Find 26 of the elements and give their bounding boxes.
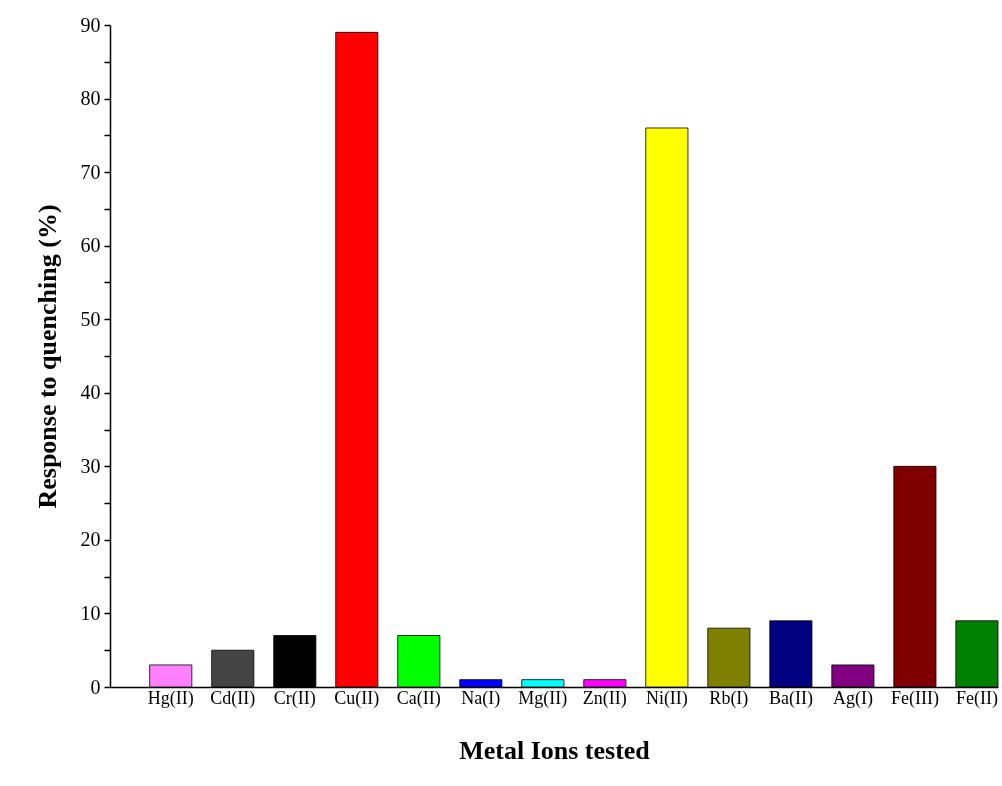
y-tick-label: 40 <box>80 381 101 404</box>
x-axis-title: Metal Ions tested <box>459 735 651 765</box>
x-tick-label: Fe(III) <box>890 687 939 709</box>
x-tick-label: Ba(II) <box>768 687 813 709</box>
x-tick-label: Cr(II) <box>273 687 316 709</box>
y-tick-label: 70 <box>80 160 101 183</box>
y-tick-label: 80 <box>80 87 101 110</box>
y-tick-label: 10 <box>80 601 101 624</box>
x-tick-label: Na(I) <box>461 687 501 709</box>
x-tick-label: Mg(II) <box>518 687 568 709</box>
x-tick-label: Cd(II) <box>210 687 256 709</box>
x-tick-label: Rb(I) <box>709 687 749 709</box>
x-tick-label: Cu(II) <box>334 687 380 709</box>
y-tick-label: 60 <box>80 234 101 257</box>
y-tick-label: 20 <box>80 528 101 551</box>
y-tick-label: 0 <box>90 675 101 698</box>
x-tick-label: Ag(I) <box>832 687 873 709</box>
x-tick-label: Ca(II) <box>396 687 441 709</box>
y-tick-label: 30 <box>80 454 101 477</box>
x-tick-label: Fe(II) <box>955 687 998 709</box>
x-tick-label: Zn(II) <box>582 687 627 709</box>
x-tick-label: Ni(II) <box>645 687 688 709</box>
x-tick-label: Hg(II) <box>147 687 194 709</box>
y-axis-title: Response to quenching (%) <box>32 204 62 509</box>
y-tick-label: 50 <box>80 307 101 330</box>
y-tick-label: 90 <box>80 13 101 36</box>
